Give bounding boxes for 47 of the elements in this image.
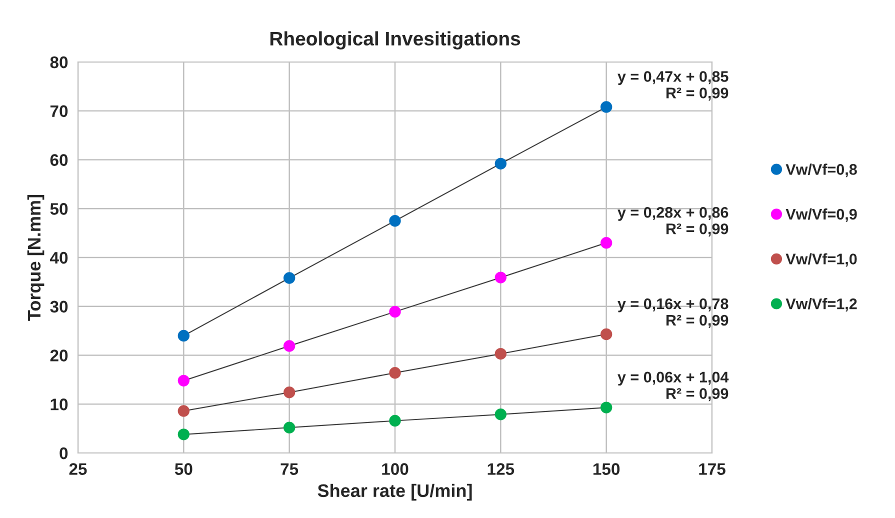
point [283, 422, 296, 434]
y-tick-label: 40 [50, 252, 68, 264]
point [178, 405, 190, 417]
x-tick-label: 75 [280, 463, 298, 475]
point [494, 408, 507, 420]
x-tick-label: 175 [699, 463, 726, 475]
y-axis-title: Torque [N.mm] [27, 194, 44, 321]
y-tick-label: 0 [60, 447, 68, 460]
point [600, 236, 612, 249]
point [389, 367, 401, 379]
y-tick-label: 60 [50, 154, 68, 166]
point [389, 414, 401, 427]
point [600, 101, 612, 113]
point [494, 348, 507, 360]
point [494, 272, 507, 284]
annotation: y = 0,16x + 0,78 R² = 0,99 [618, 298, 728, 328]
x-tick-label: 125 [488, 463, 514, 475]
point [283, 386, 296, 398]
point [600, 328, 612, 340]
x-tick-label: 25 [69, 463, 87, 475]
point [178, 374, 190, 387]
y-tick-label: 70 [50, 105, 68, 118]
legend-label: Vw/Vf=0,8 [786, 164, 857, 178]
x-tick-label: 100 [382, 463, 408, 475]
y-tick-label: 50 [50, 203, 68, 215]
point [494, 158, 507, 170]
point [283, 272, 296, 284]
point [178, 428, 190, 440]
y-tick-label: 80 [50, 56, 68, 68]
annotation: y = 0,47x + 0,85 R² = 0,99 [618, 71, 728, 101]
y-tick-label: 10 [50, 398, 68, 410]
x-tick-label: 50 [174, 463, 192, 475]
point [178, 330, 190, 342]
legend-label: Vw/Vf=1,0 [786, 253, 857, 267]
annotation: y = 0,06x + 1,04 R² = 0,99 [618, 372, 729, 402]
point [283, 340, 296, 352]
point [389, 215, 401, 227]
point [600, 402, 612, 414]
point [389, 306, 401, 318]
legend-label: Vw/Vf=1,2 [786, 298, 857, 312]
x-tick-label: 150 [593, 463, 620, 475]
chart-title: Rheological Invesitigations [270, 31, 520, 50]
annotation: y = 0,28x + 0,86 R² = 0,99 [618, 206, 728, 236]
y-tick-label: 20 [50, 350, 68, 362]
legend-label: Vw/Vf=0,9 [786, 208, 857, 222]
y-tick-label: 30 [50, 300, 68, 313]
x-axis-title: Shear rate [U/min] [318, 484, 472, 501]
